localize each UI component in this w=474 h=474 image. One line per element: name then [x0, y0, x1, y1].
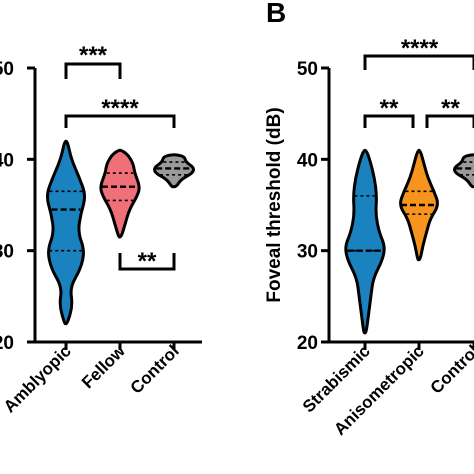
y-tick-label: 50 [297, 59, 318, 80]
significance-label: **** [401, 35, 439, 62]
panel-letter: B [266, 0, 286, 28]
violin-control [153, 153, 195, 189]
significance-label: *** [79, 42, 108, 69]
significance-bracket [64, 114, 176, 128]
significance-bracket [425, 114, 474, 128]
significance-bracket [363, 54, 474, 70]
x-tick-label: Control [427, 341, 474, 397]
chart-panel-1: 50403020AmblyopicFellowControl********* [0, 42, 202, 416]
significance-label: ** [380, 95, 399, 122]
violin-control [453, 153, 474, 189]
significance-label: ** [138, 248, 157, 275]
significance-label: ** [441, 95, 460, 122]
violin-fellow [99, 148, 141, 239]
y-axis-title: Foveal threshold (dB) [264, 107, 285, 302]
significance-bracket [64, 62, 122, 79]
significance-bracket [118, 253, 176, 271]
x-tick-label: Control [127, 341, 183, 397]
y-tick-label: 40 [0, 150, 14, 171]
violin-strabismic [344, 148, 386, 335]
significance-bracket [363, 114, 415, 128]
y-tick-label: 20 [0, 333, 14, 354]
y-tick-label: 30 [297, 242, 318, 263]
y-tick-label: 20 [297, 333, 318, 354]
y-tick-label: 30 [0, 242, 14, 263]
x-tick-label: Fellow [78, 341, 129, 392]
violin-amblyopic [46, 139, 86, 326]
significance-label: **** [101, 95, 139, 122]
y-tick-label: 50 [0, 59, 14, 80]
y-tick-label: 40 [297, 150, 318, 171]
